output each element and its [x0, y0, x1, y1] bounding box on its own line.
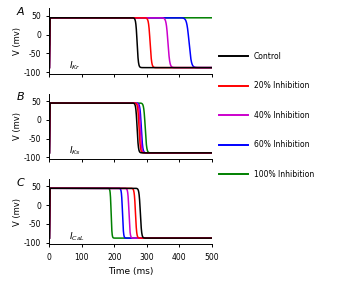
Text: C: C [17, 178, 25, 188]
Text: $I_{CaL}$: $I_{CaL}$ [69, 230, 85, 243]
Text: 20% Inhibition: 20% Inhibition [254, 81, 309, 90]
Text: Control: Control [254, 52, 282, 61]
Text: 40% Inhibition: 40% Inhibition [254, 111, 309, 120]
Text: $I_{Kr}$: $I_{Kr}$ [69, 60, 80, 72]
Y-axis label: V (mv): V (mv) [13, 27, 23, 55]
Text: $I_{Ks}$: $I_{Ks}$ [69, 145, 81, 157]
Y-axis label: V (mv): V (mv) [13, 112, 23, 140]
Text: B: B [17, 92, 25, 102]
X-axis label: Time (ms): Time (ms) [108, 267, 153, 276]
Text: 60% Inhibition: 60% Inhibition [254, 140, 309, 149]
Text: A: A [17, 7, 25, 17]
Text: 100% Inhibition: 100% Inhibition [254, 170, 314, 179]
Y-axis label: V (mv): V (mv) [13, 198, 23, 226]
